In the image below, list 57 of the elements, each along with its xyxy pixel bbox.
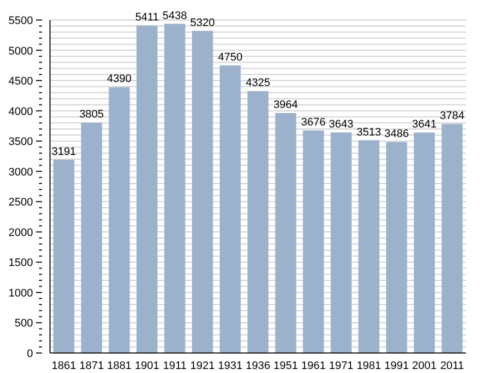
bar xyxy=(442,124,463,353)
y-tick-label: 1500 xyxy=(8,257,33,270)
bar xyxy=(136,25,158,353)
bar xyxy=(53,160,74,353)
x-tick-label: 1881 xyxy=(107,360,132,372)
bar xyxy=(275,113,296,353)
data-label: 3964 xyxy=(273,99,298,111)
data-label: 3676 xyxy=(301,116,326,128)
x-tick-label: 2001 xyxy=(412,360,437,372)
bar xyxy=(164,24,186,353)
bar xyxy=(386,142,408,353)
y-tick-label: 5000 xyxy=(8,45,33,58)
bar xyxy=(358,140,380,353)
bar xyxy=(192,30,213,353)
y-tick-label: 1000 xyxy=(8,287,33,300)
x-tick-label: 1861 xyxy=(52,360,76,372)
data-label: 3486 xyxy=(384,128,409,140)
y-tick-label: 2500 xyxy=(8,196,33,209)
bar xyxy=(247,91,268,353)
data-label: 4750 xyxy=(218,51,242,64)
bar xyxy=(414,132,435,353)
x-tick-label: 1961 xyxy=(301,360,326,372)
bar xyxy=(220,65,241,353)
y-tick-label: 3000 xyxy=(8,166,33,178)
x-tick-label: 1901 xyxy=(134,360,160,372)
data-label: 3643 xyxy=(328,118,354,130)
bar xyxy=(81,122,102,353)
x-tick-label: 1911 xyxy=(162,360,187,372)
bar xyxy=(330,132,352,353)
data-label: 3784 xyxy=(440,110,464,122)
x-tick-label: 1981 xyxy=(356,360,382,372)
x-tick-label: 1871 xyxy=(79,360,104,372)
data-label: 5411 xyxy=(135,11,159,24)
y-tick-label: 3500 xyxy=(8,136,33,148)
data-label: 5438 xyxy=(162,10,188,22)
bar xyxy=(108,87,130,353)
x-tick-label: 1931 xyxy=(218,360,243,372)
data-label: 3641 xyxy=(412,118,437,131)
y-tick-label: 0 xyxy=(26,348,33,360)
data-label: 5320 xyxy=(190,16,215,29)
data-label: 3513 xyxy=(356,126,382,138)
y-tick-label: 4000 xyxy=(8,106,33,118)
y-tick-label: 4500 xyxy=(8,76,33,88)
bar xyxy=(302,130,324,353)
x-tick-label: 2011 xyxy=(440,360,464,372)
y-tick-label: 2000 xyxy=(8,226,33,239)
data-label: 4390 xyxy=(107,73,132,86)
y-tick-label: 500 xyxy=(14,318,33,330)
x-tick-label: 1921 xyxy=(190,360,215,372)
x-tick-label: 1951 xyxy=(273,360,298,372)
x-tick-label: 1971 xyxy=(328,360,354,372)
y-tick-label: 5500 xyxy=(8,15,33,27)
data-label: 3191 xyxy=(52,146,76,158)
data-label: 3805 xyxy=(79,108,104,121)
x-tick-label: 1936 xyxy=(246,360,270,372)
x-tick-label: 1991 xyxy=(384,360,409,372)
data-label: 4325 xyxy=(246,77,270,90)
